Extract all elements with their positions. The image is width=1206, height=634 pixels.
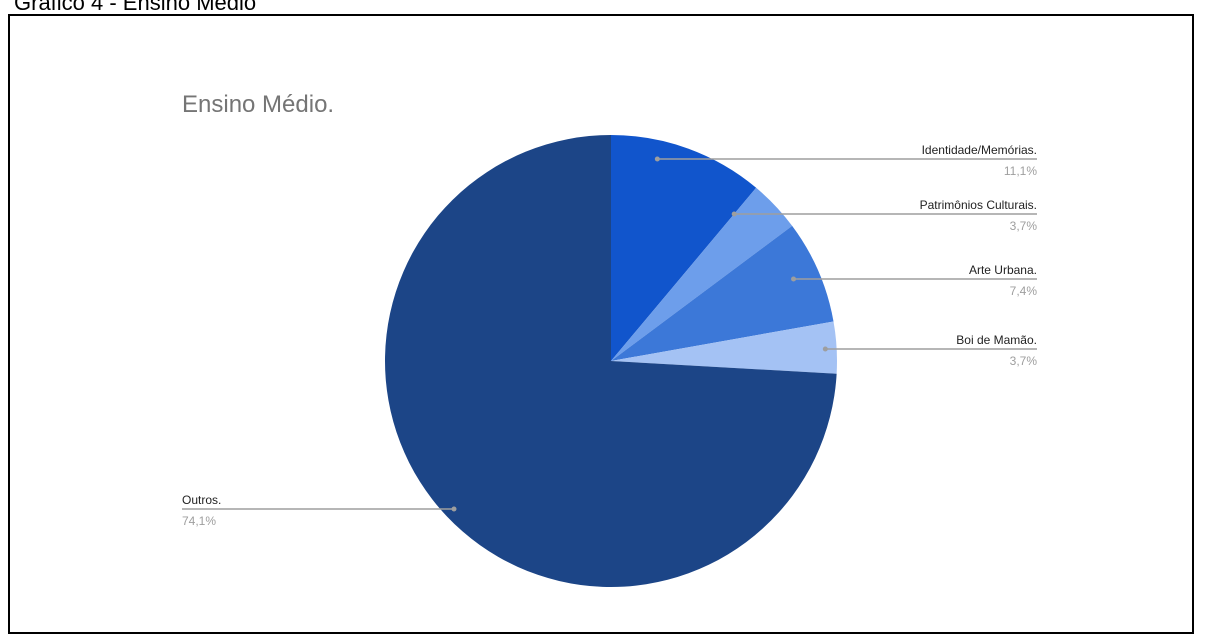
pie-callouts: Identidade/Memórias. 11,1% Patrimônios Cul… (182, 143, 1037, 528)
slice-value-2: 3,7% (1010, 219, 1038, 233)
slice-value-3: 7,4% (1010, 284, 1038, 298)
figure-caption: Gráfico 4 - Ensino Médio (14, 0, 257, 15)
pie-slice-4 (611, 321, 837, 374)
pie-slice-3 (611, 225, 834, 361)
slice-label-2: Patrimônios Culturais. (920, 198, 1037, 212)
pie-slice-1 (611, 135, 757, 361)
slice-value-5: 74,1% (182, 514, 216, 528)
leader-dot-3 (791, 276, 797, 282)
slice-value-1: 11,1% (1004, 164, 1037, 178)
slice-value-4: 3,7% (1010, 354, 1038, 368)
slice-label-1: Identidade/Memórias. (922, 143, 1037, 157)
leader-dot-4 (822, 346, 828, 352)
leader-dot-2 (731, 211, 737, 217)
chart-title: Ensino Médio. (182, 91, 334, 118)
pie-slice-2 (611, 187, 793, 361)
slice-label-3: Arte Urbana. (969, 263, 1037, 277)
pie-slices (385, 135, 837, 587)
leader-dot-1 (654, 156, 660, 162)
leader-dot-5 (451, 506, 457, 512)
pie-slice-5 (385, 135, 837, 587)
slice-label-5: Outros. (182, 493, 221, 507)
slice-label-4: Boi de Mamão. (956, 333, 1037, 347)
